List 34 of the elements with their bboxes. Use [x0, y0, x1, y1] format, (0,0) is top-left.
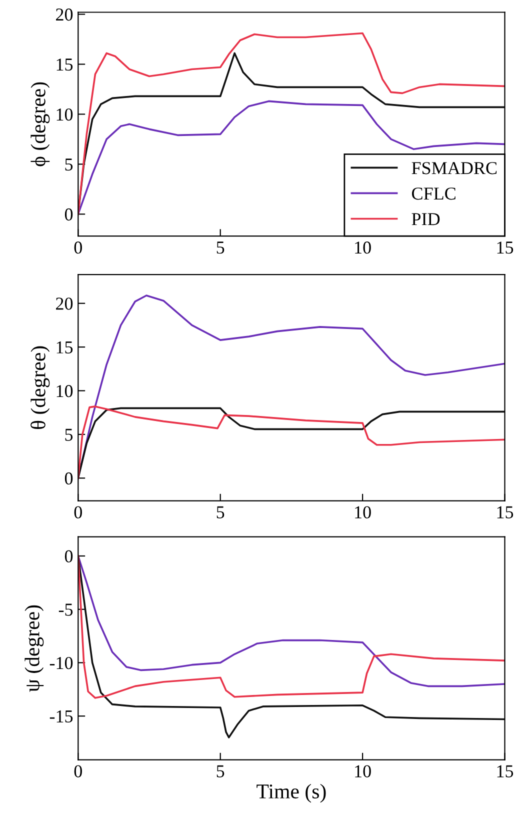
x-tick-label: 15 — [497, 506, 514, 518]
y-tick-label: 5 — [65, 428, 73, 441]
x-tick-label: 10 — [355, 241, 371, 254]
y-tick-label: 10 — [56, 384, 73, 398]
y-tick-label: 0 — [64, 472, 73, 485]
x-tick-label: 15 — [497, 242, 514, 254]
y-tick-label: 15 — [56, 58, 73, 71]
y-tick-label: -5 — [58, 604, 73, 616]
x-tick-label: 0 — [74, 506, 82, 518]
y-tick-label: -10 — [50, 656, 73, 670]
y-axis-title: ψ (degree) — [24, 605, 44, 692]
y-tick-label: -15 — [50, 710, 73, 722]
x-tick-label: 5 — [216, 242, 224, 254]
y-tick-label: 0 — [64, 550, 73, 562]
y-tick-label: 20 — [56, 298, 73, 310]
y-tick-label: 20 — [56, 8, 73, 21]
y-tick-label: 10 — [56, 108, 73, 121]
legend-label: PID — [412, 213, 440, 226]
x-tick-label: 10 — [355, 765, 371, 778]
y-tick-label: 0 — [64, 208, 73, 221]
y-axis-title: θ (degree) — [30, 346, 50, 429]
x-axis-title: Time (s) — [256, 784, 326, 803]
x-tick-label: 0 — [74, 241, 82, 254]
x-tick-label: 5 — [216, 506, 224, 518]
y-axis-title: ϕ (degree) — [30, 82, 50, 166]
y-tick-label: 15 — [56, 341, 73, 354]
x-tick-label: 5 — [216, 765, 224, 778]
y-tick-label: 5 — [65, 158, 73, 171]
x-tick-label: 15 — [497, 765, 514, 778]
legend-label: CFLC — [412, 188, 456, 200]
line-series — [78, 555, 505, 738]
x-tick-label: 0 — [74, 765, 82, 778]
x-tick-label: 10 — [355, 506, 371, 518]
legend-label: FSMADRC — [412, 162, 497, 174]
